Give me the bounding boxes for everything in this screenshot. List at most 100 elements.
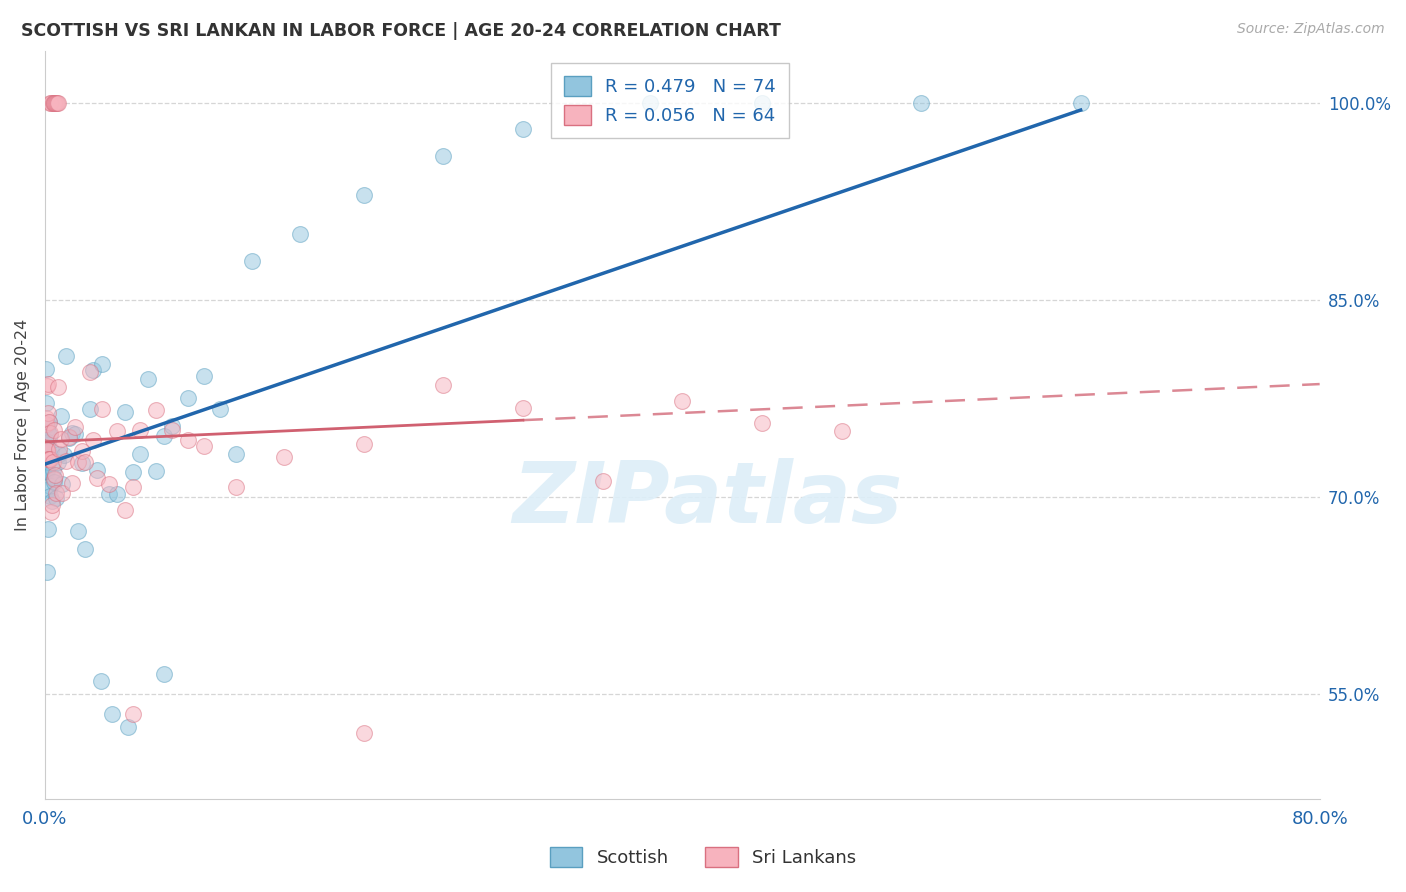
Point (46, 455, 69, 469)
Point (910, 96, 932, 111)
Point (91, 402, 114, 417)
Point (353, 726, 375, 740)
Point (129, 423, 152, 437)
Point (37, 407, 59, 421)
Text: SCOTTISH VS SRI LANKAN IN LABOR FORCE | AGE 20-24 CORRELATION CHART: SCOTTISH VS SRI LANKAN IN LABOR FORCE | … (21, 22, 780, 40)
Point (35, 378, 58, 392)
Point (121, 465, 143, 479)
Point (114, 404, 136, 418)
Point (63, 419, 86, 434)
Point (58, 431, 80, 445)
Point (41, 498, 63, 512)
Point (105, 487, 128, 501)
Point (35, 443, 58, 458)
Point (44, 475, 66, 489)
Point (512, 122, 534, 136)
Point (432, 149, 454, 163)
Point (101, 706, 124, 721)
Point (37, 435, 59, 450)
Legend: Scottish, Sri Lankans: Scottish, Sri Lankans (543, 839, 863, 874)
Point (121, 706, 143, 721)
Point (145, 464, 167, 478)
Point (39, 505, 62, 519)
Point (432, 378, 454, 392)
Point (592, 475, 614, 489)
Point (38, 478, 60, 492)
Point (751, 96, 773, 111)
Point (41, 494, 63, 508)
Point (45, 96, 67, 111)
Point (73, 541, 96, 556)
Point (162, 419, 184, 434)
Point (38, 415, 60, 429)
Point (193, 439, 215, 453)
Point (44, 96, 66, 111)
Point (35, 411, 58, 425)
Point (42, 96, 65, 111)
Point (49, 432, 72, 446)
Point (37, 451, 59, 466)
Point (34, 417, 56, 431)
Point (86, 471, 108, 485)
Point (37, 443, 59, 458)
Y-axis label: In Labor Force | Age 20-24: In Labor Force | Age 20-24 (15, 318, 31, 531)
Point (209, 401, 232, 416)
Point (671, 394, 693, 409)
Point (1070, 96, 1092, 111)
Point (70, 456, 93, 470)
Point (512, 401, 534, 415)
Point (91, 357, 114, 371)
Point (51, 477, 73, 491)
Point (138, 372, 160, 386)
Point (35, 459, 58, 474)
Point (353, 188, 375, 202)
Point (162, 423, 184, 437)
Point (34, 463, 56, 477)
Point (153, 667, 176, 681)
Point (38, 415, 60, 429)
Point (105, 424, 128, 438)
Point (37, 464, 59, 478)
Point (37, 376, 59, 391)
Point (97, 487, 120, 501)
Point (38, 96, 60, 111)
Point (37, 461, 59, 475)
Point (39, 489, 62, 503)
Point (73, 455, 96, 469)
Point (38, 428, 60, 442)
Point (67, 524, 90, 538)
Point (240, 253, 263, 268)
Point (82, 362, 104, 376)
Point (751, 417, 773, 431)
Point (55, 349, 77, 363)
Point (42, 471, 65, 485)
Text: ZIPatlas: ZIPatlas (513, 458, 903, 541)
Point (38, 451, 60, 466)
Point (45, 96, 67, 111)
Point (53, 448, 76, 462)
Text: Source: ZipAtlas.com: Source: ZipAtlas.com (1237, 22, 1385, 37)
Point (35, 395, 58, 409)
Point (90, 673, 112, 688)
Point (42, 472, 65, 486)
Point (46, 380, 69, 394)
Point (39, 96, 62, 111)
Point (97, 476, 120, 491)
Point (225, 481, 247, 495)
Legend: R = 0.479   N = 74, R = 0.056   N = 64: R = 0.479 N = 74, R = 0.056 N = 64 (551, 63, 789, 137)
Point (58, 430, 80, 444)
Point (37, 565, 59, 579)
Point (63, 426, 86, 441)
Point (35, 464, 58, 478)
Point (45, 486, 67, 500)
Point (48, 447, 70, 461)
Point (37, 455, 59, 469)
Point (38, 482, 60, 496)
Point (129, 447, 152, 461)
Point (273, 450, 295, 465)
Point (70, 443, 93, 458)
Point (288, 227, 311, 242)
Point (37, 443, 59, 458)
Point (35, 418, 58, 433)
Point (39, 442, 62, 457)
